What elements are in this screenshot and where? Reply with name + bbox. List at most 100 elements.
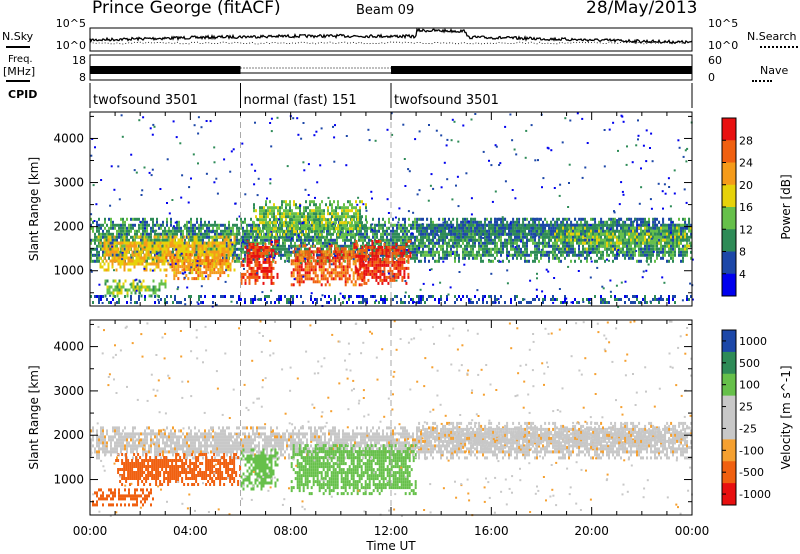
power-cell-region-0 — [404, 220, 406, 224]
power-cell-region-0 — [394, 238, 396, 242]
power-cell-region-0 — [258, 235, 260, 239]
power-cell-region-0 — [458, 244, 460, 248]
power-cell-region-0 — [104, 220, 106, 224]
power-cell-region-0 — [470, 250, 472, 254]
power-cell-region-0 — [354, 247, 356, 251]
power-cell-region-0 — [464, 250, 466, 254]
power-cell-region-0 — [256, 235, 258, 239]
power-cell-region-3 — [201, 277, 204, 281]
power-cell-region-5 — [297, 206, 299, 210]
power-cell-region-5 — [351, 215, 353, 219]
power-cell-region-7 — [377, 251, 380, 255]
power-cell-region-0 — [612, 259, 614, 263]
power-cell-region-0 — [182, 256, 184, 260]
power-cell-region-6 — [318, 259, 321, 263]
power-cell-region-5 — [321, 221, 323, 225]
power-cell-region-0 — [682, 253, 684, 257]
power-cell-region-0 — [408, 244, 410, 248]
power-cell-region-5 — [341, 221, 343, 225]
power-cell-region-0 — [618, 244, 620, 248]
power-cell-region-4 — [276, 239, 279, 243]
power-cell-region-0 — [198, 226, 200, 230]
power-cell-region-1 — [213, 247, 216, 251]
power-cell-region-6 — [344, 277, 347, 281]
power-cell-region-7 — [375, 257, 378, 261]
power-cell-region-0 — [616, 256, 618, 260]
power-cell-region-0 — [442, 247, 444, 251]
power-cell-region-5 — [359, 218, 361, 222]
power-cell-region-0 — [498, 235, 500, 239]
power-cell-region-0 — [364, 250, 366, 254]
power-cell-region-0 — [490, 241, 492, 245]
power-cell-region-0 — [448, 238, 450, 242]
power-cell-region-1 — [173, 238, 176, 242]
cpid-label: CPID — [8, 88, 38, 101]
power-cell-region-7 — [375, 254, 378, 258]
power-cell-region-7 — [357, 272, 360, 276]
power-cell-region-0 — [472, 226, 474, 230]
power-cell-region-0 — [670, 223, 672, 227]
power-cell-region-1 — [177, 256, 180, 260]
power-cell-region-5 — [297, 227, 299, 231]
power-cell-region-4 — [258, 245, 261, 249]
power-cell-region-6 — [300, 280, 303, 284]
power-cell-region-0 — [198, 229, 200, 233]
power-cell-region-6 — [316, 247, 319, 251]
power-cell-region-5 — [275, 233, 277, 237]
power-cell-region-5 — [253, 203, 255, 207]
power-cell-region-0 — [458, 241, 460, 245]
power-cell-region-0 — [260, 238, 262, 242]
power-cell-region-7 — [397, 257, 400, 261]
power-cell-region-0 — [582, 238, 584, 242]
power-cell-region-1 — [145, 253, 148, 257]
power-cell-region-0 — [630, 244, 632, 248]
power-cell-region-0 — [216, 238, 218, 242]
power-cell-region-0 — [556, 253, 558, 257]
power-cell-region-5 — [307, 218, 309, 222]
power-cell-region-6 — [308, 274, 311, 278]
power-cell-region-0 — [614, 253, 616, 257]
power-cell-region-3 — [201, 274, 204, 278]
power-cell-region-0 — [666, 250, 668, 254]
power-cell-region-1 — [155, 244, 158, 248]
power-cell-region-0 — [586, 256, 588, 260]
power-cell-region-2 — [140, 288, 143, 292]
power-cell-region-0 — [454, 241, 456, 245]
power-cell-region-2 — [132, 282, 135, 286]
power-cell-region-0 — [514, 247, 516, 251]
power-cell-region-0 — [128, 229, 130, 233]
power-cell-region-0 — [90, 238, 92, 242]
power-cell-region-0 — [516, 217, 518, 221]
power-cell-region-4 — [240, 263, 243, 267]
power-cell-region-0 — [330, 232, 332, 236]
power-cell-region-0 — [208, 220, 210, 224]
power-cell-region-5 — [359, 224, 361, 228]
power-cell-region-5 — [277, 209, 279, 213]
power-cell-region-0 — [536, 241, 538, 245]
power-cell-region-0 — [482, 244, 484, 248]
power-cell-region-4 — [262, 260, 265, 264]
power-cell-region-1 — [185, 241, 188, 245]
power-cell-region-0 — [96, 250, 98, 254]
power-cell-region-0 — [374, 226, 376, 230]
power-cell-region-7 — [379, 263, 382, 267]
power-cell-region-0 — [606, 250, 608, 254]
power-cell-region-0 — [508, 259, 510, 263]
power-cell-region-0 — [484, 244, 486, 248]
power-cell-region-4 — [252, 248, 255, 252]
power-cell-region-1 — [147, 262, 150, 266]
power-cell-region-0 — [424, 259, 426, 263]
power-cell-region-3 — [201, 271, 204, 275]
power-cell-region-0 — [448, 253, 450, 257]
power-cell-region-0 — [144, 229, 146, 233]
power-cell-region-6 — [334, 244, 337, 248]
power-cell-region-0 — [472, 241, 474, 245]
power-cell-region-5 — [293, 212, 295, 216]
power-cell-region-0 — [410, 247, 412, 251]
power-cell-region-0 — [202, 235, 204, 239]
power-cell-region-0 — [92, 259, 94, 263]
power-cell-region-0 — [514, 232, 516, 236]
power-cell-region-1 — [155, 256, 158, 260]
power-cell-region-3 — [217, 262, 220, 266]
power-cell-region-5 — [345, 215, 347, 219]
